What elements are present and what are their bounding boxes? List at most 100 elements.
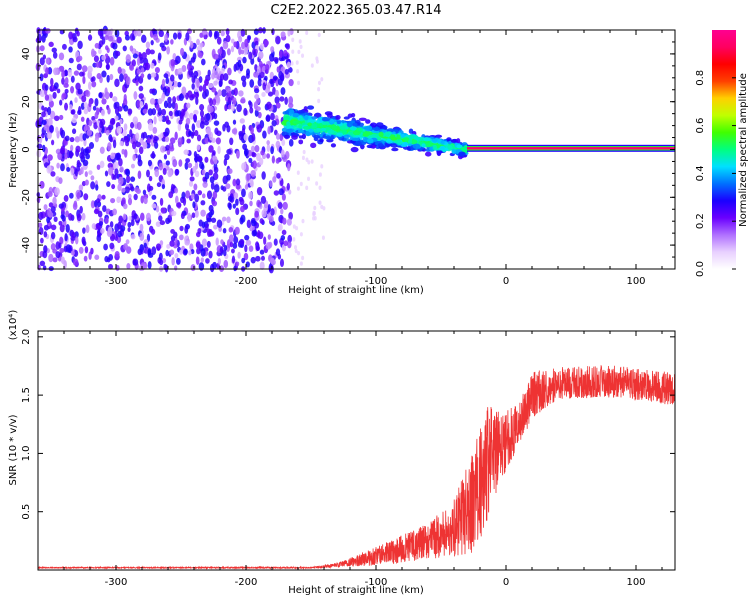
noise-speckle — [58, 242, 62, 249]
noise-speckle — [235, 198, 239, 206]
noise-speckle — [75, 82, 81, 91]
noise-speckle — [94, 42, 100, 49]
signal-blob — [292, 112, 300, 118]
signal-blob — [446, 137, 452, 142]
noise-speckle — [270, 146, 274, 155]
noise-speckle — [69, 137, 75, 143]
noise-speckle — [64, 233, 68, 242]
noise-speckle — [213, 120, 220, 126]
noise-speckle — [240, 41, 245, 50]
noise-speckle — [159, 197, 164, 206]
noise-speckle — [114, 251, 120, 258]
noise-speckle — [230, 103, 235, 112]
noise-speckle — [50, 224, 57, 231]
noise-speckle — [212, 98, 217, 106]
noise-speckle — [211, 137, 216, 143]
noise-speckle — [213, 112, 218, 120]
y-tick-label: 40 — [21, 48, 32, 61]
signal-blob — [301, 133, 307, 140]
noise-speckle — [200, 257, 205, 263]
noise-speckle — [193, 70, 199, 78]
noise-speckle — [174, 252, 179, 259]
noise-speckle — [208, 169, 213, 176]
noise-speckle — [317, 80, 321, 86]
noise-speckle — [321, 235, 325, 240]
noise-speckle — [260, 255, 265, 261]
noise-speckle — [72, 258, 79, 266]
noise-speckle — [112, 96, 118, 102]
signal-blob — [331, 124, 338, 131]
noise-speckle — [269, 180, 273, 188]
noise-speckle — [86, 129, 93, 136]
signal-blob — [329, 118, 335, 124]
noise-speckle — [262, 82, 266, 91]
noise-speckle — [213, 184, 220, 193]
noise-speckle — [217, 48, 223, 55]
noise-speckle — [195, 241, 201, 249]
noise-speckle — [228, 226, 234, 233]
noise-speckle — [90, 181, 96, 190]
noise-speckle — [227, 195, 233, 202]
noise-speckle — [224, 153, 230, 161]
noise-speckle — [82, 239, 86, 246]
noise-speckle — [196, 134, 202, 142]
signal-blob — [320, 127, 327, 132]
noise-speckle — [280, 149, 285, 158]
signal-blob — [372, 126, 381, 132]
noise-speckle — [277, 202, 283, 209]
noise-speckle — [127, 108, 133, 115]
noise-speckle — [53, 216, 58, 223]
noise-speckle — [39, 260, 46, 267]
noise-speckle — [64, 77, 69, 85]
noise-speckle — [243, 133, 249, 141]
noise-speckle — [142, 263, 148, 270]
noise-speckle — [97, 28, 103, 36]
signal-blob — [376, 122, 384, 128]
noise-speckle — [191, 123, 196, 132]
noise-speckle — [139, 232, 145, 241]
noise-speckle — [38, 135, 43, 144]
noise-speckle — [282, 49, 288, 57]
noise-speckle — [83, 108, 89, 115]
noise-speckle — [239, 238, 245, 245]
noise-speckle — [267, 126, 271, 135]
noise-speckle — [61, 70, 66, 79]
x-tick-label: -200 — [235, 577, 258, 588]
noise-speckle — [150, 62, 155, 69]
signal-blob — [352, 130, 361, 136]
noise-speckle — [208, 250, 213, 259]
noise-speckle — [196, 38, 200, 46]
noise-speckle — [64, 88, 69, 94]
noise-speckle — [76, 63, 82, 71]
noise-speckle — [238, 90, 244, 97]
noise-speckle — [272, 86, 276, 95]
noise-speckle — [71, 128, 77, 135]
noise-speckle — [228, 90, 232, 97]
noise-speckle — [233, 87, 238, 96]
signal-blob — [413, 136, 421, 140]
noise-speckle — [71, 117, 77, 124]
noise-speckle — [244, 38, 249, 48]
noise-speckle — [280, 87, 286, 95]
signal-blob — [286, 121, 291, 127]
noise-speckle — [77, 40, 83, 50]
noise-speckle — [76, 30, 80, 37]
noise-speckle — [78, 246, 84, 254]
noise-speckle — [201, 193, 206, 199]
noise-speckle — [244, 244, 248, 253]
noise-speckle — [278, 50, 283, 59]
noise-speckle — [163, 131, 169, 137]
noise-speckle — [96, 72, 102, 80]
snr-y-ticks: 0.5 1.0 1.5 2.0 — [21, 329, 675, 520]
noise-speckle — [117, 66, 122, 74]
noise-speckle — [226, 216, 231, 224]
noise-speckle — [99, 121, 104, 129]
noise-speckle — [275, 35, 281, 45]
noise-speckle — [154, 66, 160, 74]
noise-speckle — [189, 40, 194, 49]
signal-blob — [343, 116, 350, 120]
noise-speckle — [91, 81, 97, 88]
noise-speckle — [140, 73, 145, 79]
noise-speckle — [242, 80, 247, 88]
noise-speckle — [132, 116, 139, 125]
